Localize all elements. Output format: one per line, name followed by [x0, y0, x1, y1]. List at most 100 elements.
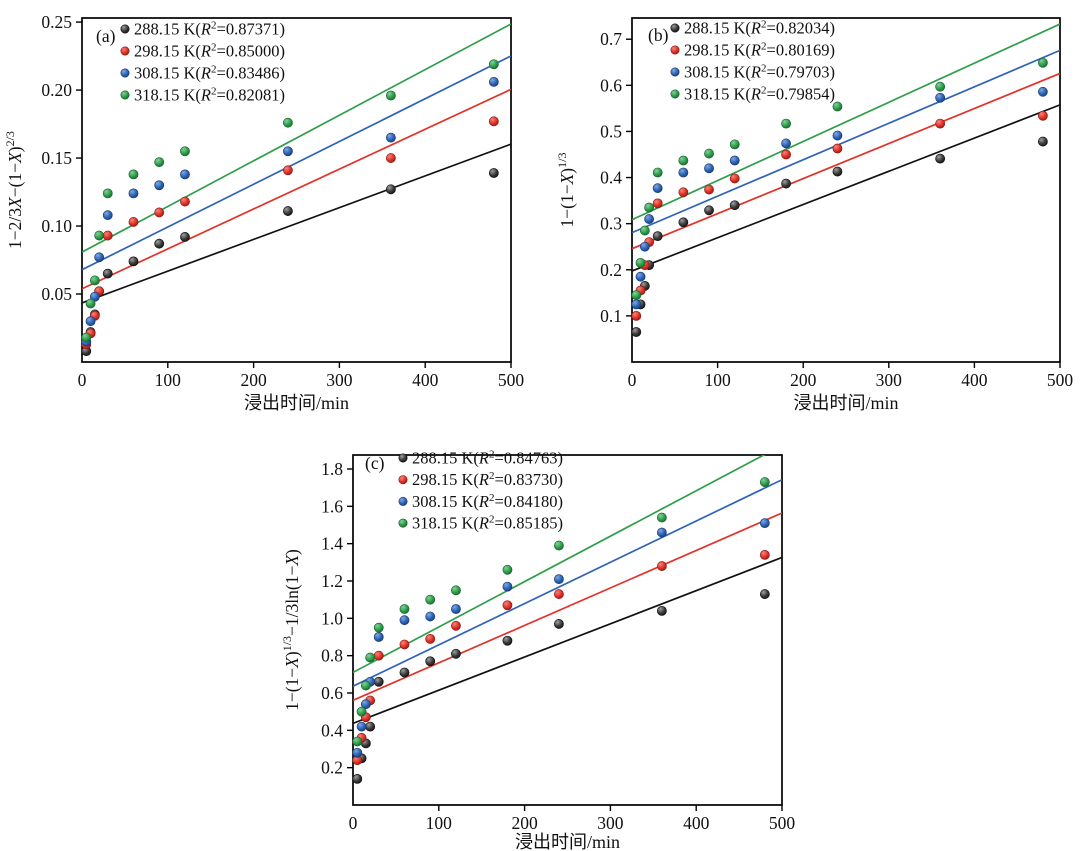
series-288.15 K — [631, 136, 1048, 337]
y-tick-label: 0.15 — [41, 148, 72, 168]
data-point — [502, 564, 513, 575]
series-318.15 K — [352, 477, 770, 747]
x-tick-label: 0 — [349, 813, 358, 833]
data-point — [652, 231, 663, 242]
data-point — [781, 118, 791, 129]
data-point — [365, 721, 376, 732]
y-tick-label: 0.05 — [41, 284, 72, 304]
data-point — [154, 207, 165, 218]
data-point — [399, 615, 410, 626]
data-point — [704, 205, 714, 216]
data-point — [94, 252, 105, 263]
data-point — [94, 230, 105, 241]
fit-line-318.15 K — [353, 455, 766, 674]
legend-marker — [670, 89, 680, 99]
plot-frame — [81, 17, 512, 363]
legend: 288.15 K(R2=0.87371) 298.15 K(R2=0.85000)… — [120, 20, 285, 105]
data-point — [373, 676, 384, 687]
data-point — [652, 167, 663, 178]
series-318.15 K — [81, 59, 499, 343]
data-point — [935, 153, 946, 164]
series-298.15 K — [631, 110, 1048, 321]
data-point — [656, 605, 667, 616]
data-point — [352, 736, 363, 747]
legend-marker — [670, 67, 680, 77]
data-point — [360, 699, 371, 710]
y-tick-label: 1.2 — [321, 571, 343, 591]
data-point — [759, 549, 770, 560]
data-point — [356, 721, 367, 732]
data-point — [365, 652, 376, 663]
data-point — [154, 180, 165, 191]
data-point — [373, 622, 384, 633]
data-point — [283, 206, 293, 216]
data-point — [283, 146, 293, 157]
y-tick-label: 0.20 — [41, 80, 72, 100]
legend-marker — [398, 518, 408, 528]
fit-line-318.15 K — [632, 23, 1060, 221]
data-point — [502, 581, 513, 592]
y-tick-label: 0.1 — [600, 306, 622, 326]
data-point — [102, 230, 113, 241]
data-point — [832, 166, 843, 177]
x-tick-label: 200 — [511, 813, 537, 833]
data-point — [781, 178, 791, 189]
legend-marker — [120, 24, 130, 34]
data-point — [729, 200, 740, 211]
x-axis-title: 浸出时间/min — [793, 393, 898, 413]
data-point — [399, 639, 410, 650]
y-tick-label: 0.6 — [321, 683, 343, 703]
legend-marker — [398, 496, 408, 506]
data-point — [360, 680, 371, 691]
data-point — [451, 620, 461, 631]
data-point — [832, 101, 843, 112]
series-308.15 K — [352, 518, 770, 758]
data-point — [759, 518, 770, 529]
data-point — [656, 561, 667, 571]
data-point — [85, 298, 96, 309]
fit-line-308.15 K — [632, 49, 1060, 234]
fit-line-288.15 K — [353, 556, 782, 725]
data-point — [102, 210, 113, 221]
data-point — [832, 143, 843, 154]
data-point — [1037, 57, 1048, 68]
fit-line-298.15 K — [82, 88, 511, 290]
data-point — [128, 217, 139, 227]
legend: 288.15 K(R2=0.84763) 298.15 K(R2=0.83730)… — [398, 449, 563, 533]
data-point — [644, 214, 655, 224]
y-tick-label: 0.3 — [600, 214, 622, 234]
data-point — [385, 90, 396, 101]
data-point — [128, 188, 139, 199]
legend-entry: 308.15 K(R2=0.83486) — [134, 64, 285, 83]
panel-c-chart: 0 100 200 300 400 500 0.2 0.4 0.6 0.8 1.0 1.2 1.4 1.6… — [268, 437, 803, 851]
data-point — [656, 512, 667, 523]
x-tick-label: 0 — [628, 370, 637, 390]
fit-line-298.15 K — [353, 512, 782, 702]
data-point — [488, 116, 499, 127]
y-tick-label: 0.2 — [600, 260, 622, 280]
y-tick-label: 0.4 — [321, 720, 343, 740]
legend: 288.15 K(R2=0.82034) 298.15 K(R2=0.80169)… — [670, 19, 835, 104]
legend-entry: 318.15 K(R2=0.85185) — [412, 514, 563, 533]
data-point — [425, 594, 436, 605]
data-point — [1037, 110, 1048, 121]
y-tick-label: 0.7 — [600, 29, 622, 49]
x-tick-label: 400 — [683, 813, 710, 833]
panel-tag: (a) — [96, 26, 116, 46]
data-point — [385, 184, 396, 195]
legend-marker — [670, 45, 680, 55]
fit-lines — [353, 455, 782, 725]
data-point — [451, 585, 461, 596]
data-point — [678, 167, 689, 178]
x-tick-label: 100 — [155, 370, 182, 390]
legend-entry: 318.15 K(R2=0.82081) — [134, 86, 285, 105]
data-point — [652, 198, 663, 209]
panel-tag: (b) — [648, 25, 669, 45]
data-point — [81, 332, 92, 343]
legend-entry: 288.15 K(R2=0.82034) — [684, 19, 835, 38]
chart-svg-a: 0 100 200 300 400 500 0.05 0.10 0.15 0.20 0.25 浸出时间… — [3, 12, 524, 413]
x-tick-label: 100 — [426, 813, 453, 833]
x-tick-label: 500 — [769, 813, 796, 833]
data-point — [502, 600, 513, 611]
